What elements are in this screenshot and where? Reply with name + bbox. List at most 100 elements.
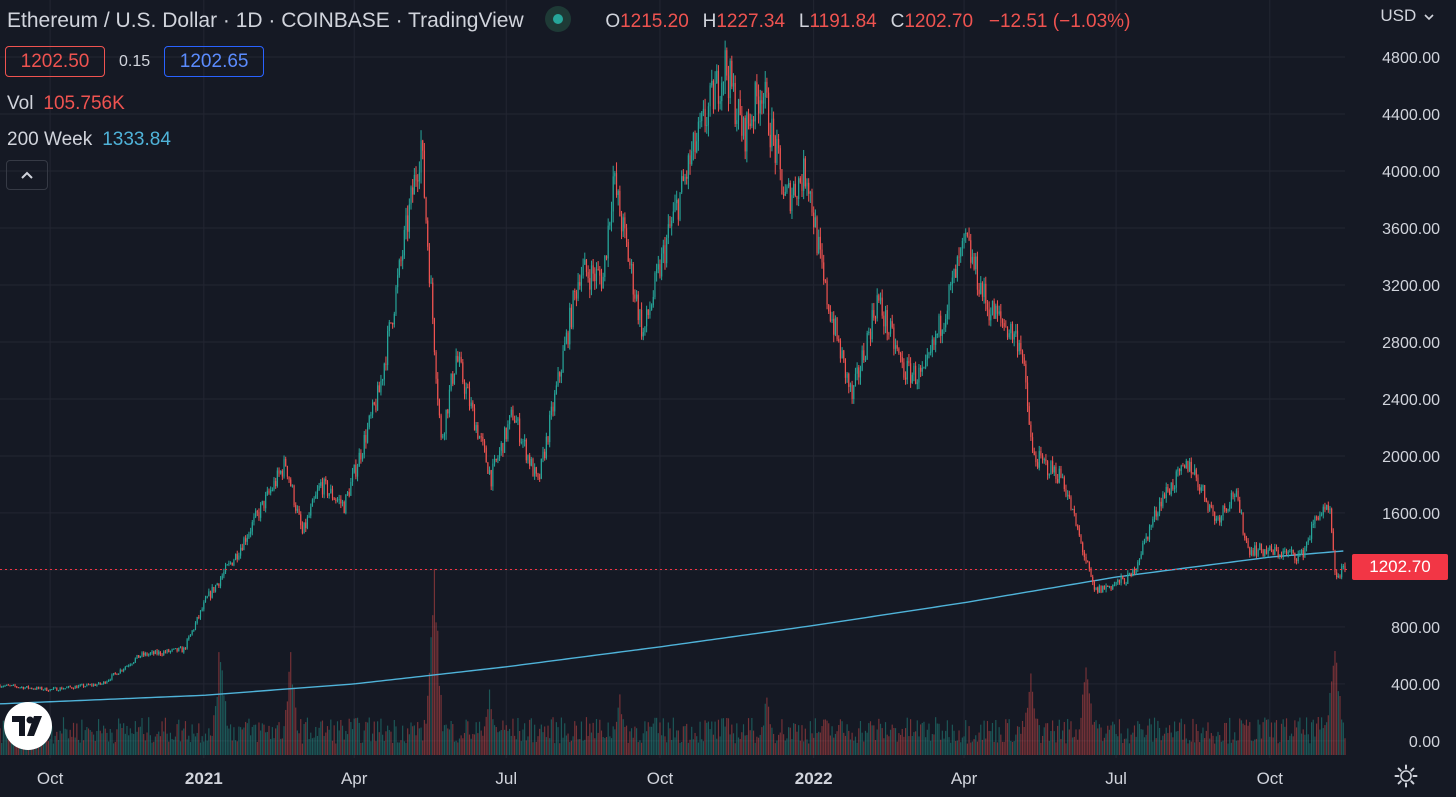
volume-bar [229, 724, 232, 755]
volume-bar [995, 719, 997, 755]
sell-button[interactable]: 1202.50 [5, 46, 105, 77]
candle-body [911, 374, 913, 383]
candle-body [1235, 490, 1237, 496]
candle-body [488, 470, 491, 474]
volume-bar [1272, 737, 1274, 755]
volume-bar [729, 734, 731, 755]
candle-body [973, 256, 975, 270]
price-axis[interactable]: 0.00400.00800.001600.002000.002400.00280… [1382, 50, 1440, 751]
candle-body [913, 365, 915, 375]
volume-bar [747, 718, 750, 755]
candle-body [263, 500, 265, 509]
volume-bar [1143, 737, 1146, 755]
candle-body [662, 245, 664, 254]
candle-body [1107, 585, 1109, 587]
volume-bar [1229, 717, 1231, 755]
volume-bar [1189, 740, 1191, 755]
volume-bar [445, 724, 447, 755]
volume-bar [704, 720, 706, 755]
candle-body [156, 650, 158, 655]
volume-bar [716, 738, 718, 755]
volume-bar [1153, 717, 1156, 755]
ma-indicator-legend[interactable]: 200 Week 1333.84 [7, 129, 171, 150]
volume-bar [575, 725, 578, 755]
volume-bar [128, 735, 130, 755]
volume-bar [732, 733, 735, 755]
volume-bar [622, 719, 624, 755]
candle-body [133, 662, 135, 664]
volume-bar [457, 742, 459, 755]
candle-body [1173, 487, 1176, 490]
volume-indicator-legend[interactable]: Vol 105.756K [7, 93, 125, 114]
volume-bar [1304, 734, 1306, 755]
buy-button[interactable]: 1202.65 [164, 46, 265, 77]
candle-body [1003, 322, 1005, 327]
candle-body [585, 259, 588, 273]
volume-bar [118, 718, 120, 755]
volume-bar [525, 740, 527, 755]
volume-bar [697, 742, 699, 755]
volume-bar [1025, 712, 1027, 755]
candle-body [634, 294, 636, 299]
volume-bar [1035, 718, 1037, 755]
candle-body [846, 373, 848, 378]
volume-bar [1102, 741, 1104, 755]
candle-body [778, 139, 780, 149]
candle-body [233, 560, 235, 566]
candle-body [213, 586, 215, 592]
candle-body [388, 322, 390, 332]
volume-bar [808, 743, 810, 755]
candle-body [1018, 342, 1020, 352]
candle-body [1105, 585, 1107, 590]
volume-bar [515, 739, 517, 755]
candle-body [639, 309, 641, 321]
candle-body [562, 350, 564, 373]
collapse-legend-button[interactable] [6, 160, 48, 190]
volume-bar [1297, 721, 1299, 755]
volume-bar [605, 736, 608, 755]
volume-bar [440, 694, 442, 755]
time-axis[interactable]: Oct 2021 Apr Jul Oct 2022 Apr Jul Oct [37, 769, 1283, 788]
volume-bar [1145, 734, 1147, 755]
volume-bar [881, 728, 883, 755]
candle-body [325, 479, 327, 482]
volume-bar [1215, 736, 1217, 755]
candle-body [256, 511, 258, 513]
candle-body [968, 236, 970, 241]
volume-bar [941, 730, 943, 755]
candle-body [839, 340, 842, 359]
candle-body [849, 384, 852, 387]
candle-body [580, 275, 583, 286]
volume-bar [365, 721, 367, 755]
candle-body [931, 339, 933, 352]
tradingview-logo-icon[interactable] [4, 702, 52, 750]
candle-body [801, 182, 803, 192]
currency-selector[interactable]: USD [1380, 6, 1434, 26]
candle-body [798, 178, 800, 200]
candle-body [310, 506, 312, 516]
candle-body [387, 331, 389, 365]
volume-bar [203, 741, 205, 755]
volume-bar [1165, 727, 1167, 755]
volume-bar [1123, 738, 1126, 755]
candle-body [159, 651, 161, 655]
candle-body [1182, 465, 1184, 467]
candle-body [744, 117, 746, 152]
candle-body [27, 686, 29, 689]
volume-bar [1113, 724, 1116, 755]
volume-bar [612, 726, 614, 755]
candle-body [587, 272, 589, 279]
candle-body [910, 363, 912, 383]
candle-body [861, 350, 863, 371]
volume-bar [341, 725, 344, 755]
gear-icon[interactable] [1394, 764, 1418, 788]
volume-bar [679, 742, 681, 755]
candle-body [1102, 585, 1104, 593]
volume-bar [61, 733, 63, 755]
volume-bar [290, 652, 292, 755]
price-tick-label: 400.00 [1391, 677, 1440, 694]
symbol-title[interactable]: Ethereum / U.S. Dollar · 1D · COINBASE ·… [7, 9, 524, 32]
volume-bar [498, 731, 501, 755]
volume-bar [1138, 723, 1141, 755]
